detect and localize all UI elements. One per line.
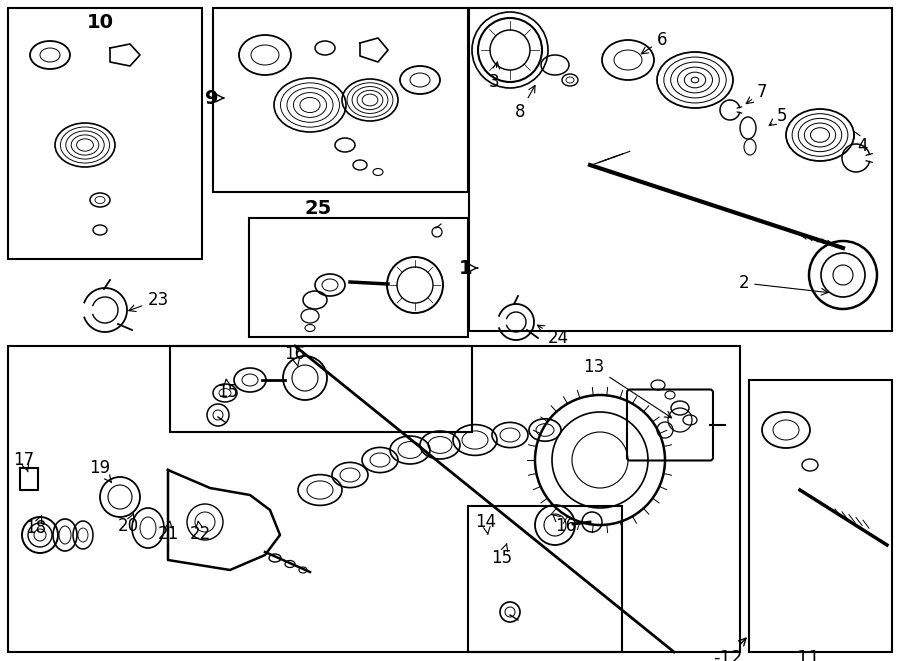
Text: 4: 4 bbox=[854, 132, 868, 155]
Bar bbox=[468, 506, 622, 652]
Text: 22: 22 bbox=[189, 522, 211, 543]
Text: 9: 9 bbox=[204, 89, 224, 108]
Text: 1: 1 bbox=[458, 258, 478, 278]
Text: 3: 3 bbox=[489, 62, 500, 91]
Polygon shape bbox=[110, 44, 140, 66]
Text: 17: 17 bbox=[14, 451, 34, 472]
Text: 16: 16 bbox=[553, 514, 577, 535]
Text: 8: 8 bbox=[515, 85, 535, 121]
Text: 23: 23 bbox=[129, 291, 168, 311]
Bar bbox=[249, 218, 468, 337]
Text: 20: 20 bbox=[117, 514, 139, 535]
Text: 25: 25 bbox=[304, 198, 331, 217]
Text: 11: 11 bbox=[796, 649, 819, 661]
Text: 24: 24 bbox=[537, 325, 569, 347]
Text: 15: 15 bbox=[218, 379, 238, 401]
Text: 16: 16 bbox=[284, 345, 306, 366]
Text: 2: 2 bbox=[739, 274, 828, 295]
Bar bbox=[170, 346, 472, 432]
Text: 15: 15 bbox=[491, 543, 513, 567]
Text: 5: 5 bbox=[770, 107, 788, 126]
Polygon shape bbox=[168, 470, 280, 570]
Circle shape bbox=[187, 504, 223, 540]
Bar bbox=[8, 346, 740, 652]
Text: 14: 14 bbox=[475, 513, 497, 534]
Bar bbox=[749, 380, 892, 652]
Text: 18: 18 bbox=[25, 516, 47, 537]
Text: 21: 21 bbox=[158, 522, 178, 543]
Text: 10: 10 bbox=[86, 13, 113, 32]
Text: 7: 7 bbox=[746, 83, 767, 104]
Polygon shape bbox=[360, 38, 388, 62]
Text: 6: 6 bbox=[642, 31, 667, 54]
Text: 13: 13 bbox=[583, 358, 671, 418]
Text: 19: 19 bbox=[89, 459, 112, 483]
Bar bbox=[213, 8, 468, 192]
Text: -12: -12 bbox=[713, 638, 746, 661]
Bar bbox=[469, 8, 892, 331]
Bar bbox=[8, 8, 202, 259]
